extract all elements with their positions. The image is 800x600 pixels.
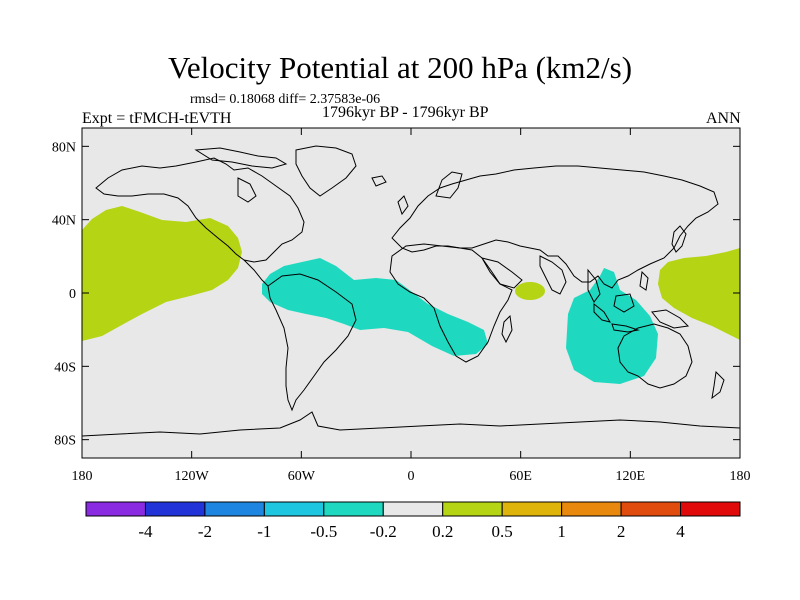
colorbar-label: 0.2 [432, 522, 453, 541]
coastline-philippines [639, 270, 649, 291]
period-label: 1796kyr BP - 1796kyr BP [322, 104, 489, 121]
colorbar-label: -0.5 [310, 522, 337, 541]
colorbar-label: -1 [257, 522, 271, 541]
lat-tick-label: 0 [69, 287, 76, 302]
season-label: ANN [706, 110, 741, 127]
colorbar-label: -2 [198, 522, 212, 541]
negative-region-atlantic [262, 258, 488, 356]
colorbar-labels: -4 -2 -1 -0.5 -0.2 0.2 0.5 1 2 4 [138, 522, 685, 541]
coastline-arabia [480, 257, 523, 289]
coastline-madagascar [501, 314, 513, 344]
colorbar-swatch [204, 501, 265, 517]
coastline-africa [389, 243, 513, 363]
colorbar-swatch [323, 501, 384, 517]
coastline-eurasia [391, 165, 719, 289]
colorbar-swatch [501, 501, 563, 517]
colorbar-label: 2 [617, 522, 626, 541]
longitude-axis: 180 120W 60W 0 60E 120E 180 [72, 128, 751, 484]
colorbar-label: 4 [676, 522, 685, 541]
lat-tick-label: 80S [54, 434, 76, 449]
coastline-india [539, 255, 567, 295]
coastline-se-asia [587, 268, 601, 303]
anomaly-regions [82, 206, 740, 384]
colorbar-swatch [85, 501, 146, 517]
coastline-arctic-islands [194, 147, 288, 169]
coastline-borneo [613, 293, 635, 313]
coastline-iceland [371, 175, 387, 187]
coastline-scandinavia [435, 171, 463, 199]
coastline-new-zealand [711, 370, 725, 400]
lon-tick-label: 60W [288, 469, 316, 484]
coastline-south-america [267, 273, 357, 412]
coastline-australia [617, 323, 693, 389]
lat-tick-label: 80N [52, 140, 76, 155]
lon-tick-label: 120E [616, 469, 646, 484]
coastline-greenland [295, 145, 357, 197]
colorbar-swatch [263, 501, 325, 517]
positive-region-pacific-east [82, 206, 242, 341]
coastline-north-america [95, 157, 305, 263]
experiment-label: Expt = tFMCH-tEVTH [82, 110, 232, 127]
lon-tick-label: 120W [175, 469, 210, 484]
lon-tick-label: 180 [72, 469, 93, 484]
coastline-uk [397, 195, 409, 216]
lat-tick-label: 40S [54, 360, 76, 375]
latitude-axis: 80N 40N 0 40S 80S [52, 140, 740, 449]
colorbar-swatch [680, 501, 741, 517]
coastline-central-america [243, 259, 269, 287]
coastlines [82, 145, 740, 437]
coastline-sumatra [593, 302, 612, 323]
colorbar-label: 0.5 [492, 522, 513, 541]
colorbar [85, 501, 741, 517]
colorbar-swatch [442, 501, 503, 517]
colorbar-swatch [144, 501, 206, 517]
colorbar-swatch [382, 501, 444, 517]
colorbar-swatch [561, 501, 622, 517]
coastline-new-guinea [651, 309, 690, 329]
colorbar-swatch [620, 501, 682, 517]
positive-region-pacific-west [658, 248, 740, 340]
colorbar-label: -4 [138, 522, 153, 541]
negative-region-indian-ocean [566, 268, 658, 384]
lon-tick-label: 0 [408, 469, 415, 484]
lon-tick-label: 180 [730, 469, 751, 484]
positive-region-atlantic [515, 282, 545, 300]
coastline-hudson-bay [237, 177, 257, 203]
chart-title: Velocity Potential at 200 hPa (km2/s) [167, 50, 633, 85]
colorbar-label: -0.2 [370, 522, 397, 541]
colorbar-label: 1 [557, 522, 566, 541]
lon-tick-label: 60E [509, 469, 532, 484]
coastline-japan [671, 225, 687, 253]
coastline-antarctica [82, 411, 740, 437]
lat-tick-label: 40N [52, 214, 76, 229]
stats-label: rmsd= 0.18068 diff= 2.37583e-06 [190, 92, 381, 107]
